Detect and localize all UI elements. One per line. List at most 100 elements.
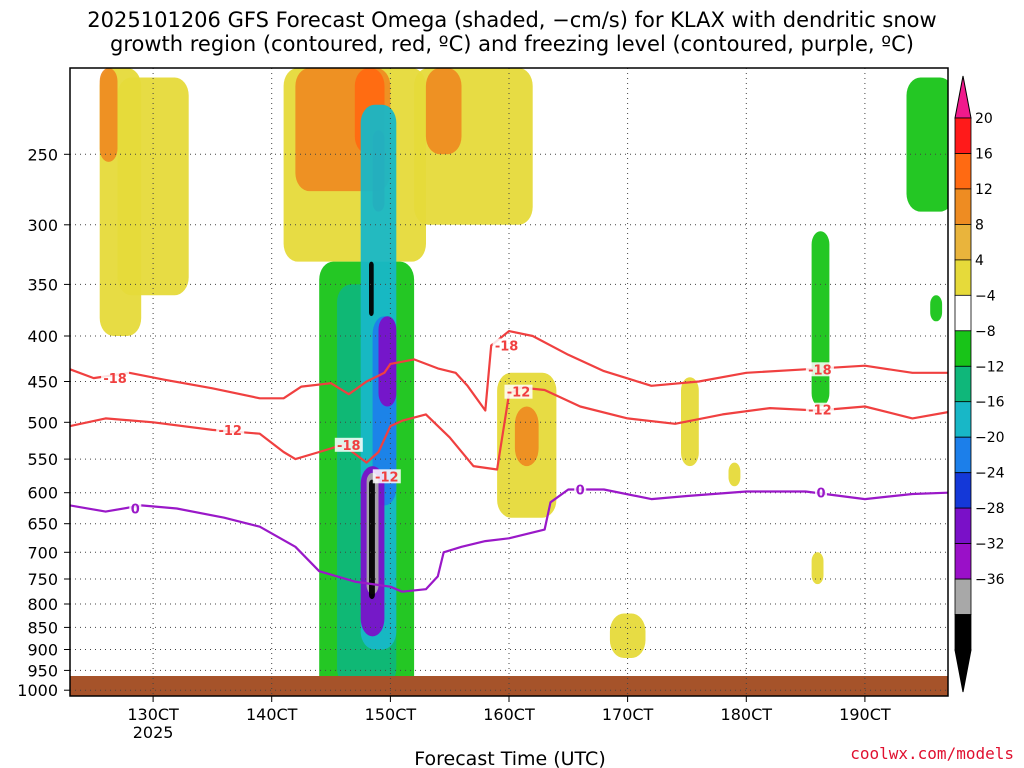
colorbar-swatch	[954, 223, 972, 261]
shaded-area-17	[369, 479, 375, 600]
y-tick-label: 1000	[17, 681, 58, 700]
colorbar-swatch	[954, 153, 972, 190]
contour-label-bg	[101, 371, 130, 386]
contour-label-4: -18	[495, 340, 519, 355]
y-tick-label: 850	[27, 618, 58, 637]
colorbar-label: −24	[975, 466, 1005, 482]
shaded-area-2	[117, 77, 189, 296]
x-tick-label: 150CT	[365, 705, 417, 724]
contour-label-5: -12	[507, 386, 531, 401]
colorbar-label: −16	[975, 395, 1005, 411]
colorbar-swatch	[954, 507, 972, 545]
y-tick-label: 500	[27, 413, 58, 432]
shaded-area-13	[378, 316, 397, 407]
y-tick-label: 650	[27, 515, 58, 534]
colorbar: 20 16 12 8 4 −4 −8 −12 −16 −20 −24 −28 −32 −36	[954, 75, 1005, 693]
colorbar-swatch	[954, 436, 972, 474]
shaded-area-22	[811, 231, 830, 407]
y-tick-label: 450	[27, 373, 58, 392]
y-tick-label: 750	[27, 570, 58, 589]
contour-label-bg	[372, 469, 401, 484]
terrain-strip	[70, 676, 948, 696]
colorbar-label: 8	[975, 217, 984, 233]
colorbar-top-arrow	[954, 75, 972, 119]
x-tick-label: 190CT	[839, 705, 891, 724]
colorbar-swatch	[954, 330, 972, 367]
shaded-area-24	[930, 295, 943, 322]
y-tick-label: 900	[27, 641, 58, 660]
x-tick-label: 160CT	[483, 705, 535, 724]
contour-label-bg	[805, 362, 834, 377]
contour-label-6: -18	[808, 363, 832, 378]
contour-line-0-2	[70, 488, 948, 593]
x-axis: 130CT 140CT 150CT 160CT 170CT 180CT 190CT 2025	[127, 696, 891, 742]
colorbar-swatch	[954, 294, 972, 332]
y-tick-label: 800	[27, 595, 58, 614]
contour-label-0: -18	[103, 372, 127, 387]
x-tick-label: 130CT	[127, 705, 179, 724]
colorbar-swatch	[954, 117, 972, 154]
contour-label-bg	[815, 485, 827, 500]
shaded-area-8	[425, 68, 462, 155]
x-axis-label: Forecast Time (UTC)	[414, 748, 605, 768]
shaded-area-1	[99, 68, 118, 162]
y-tick-label: 300	[27, 216, 58, 235]
y-tick-label: 950	[27, 661, 58, 680]
contour-label-bg	[805, 402, 834, 417]
colorbar-swatch	[954, 472, 972, 509]
colorbar-swatch	[954, 401, 972, 438]
x-tick-sublabel: 2025	[133, 723, 174, 742]
chart-title-line-2: growth region (contoured, red, ºC) and f…	[110, 32, 914, 56]
shaded-area-21	[609, 613, 646, 658]
y-tick-label: 400	[27, 327, 58, 346]
colorbar-swatch	[954, 543, 972, 580]
contour-label-10: 0	[816, 487, 825, 502]
x-tick-label: 140CT	[246, 705, 298, 724]
contour-label-1: -12	[218, 424, 242, 439]
credit-watermark: coolwx.com/models	[850, 744, 1014, 763]
x-tick-label: 170CT	[602, 705, 654, 724]
y-tick-label: 250	[27, 145, 58, 164]
chart-title-line-1: 2025101206 GFS Forecast Omega (shaded, −…	[87, 8, 937, 32]
contour-label-2: -18	[337, 439, 361, 454]
contour-line-m18-0	[70, 330, 948, 412]
colorbar-swatch	[954, 578, 972, 615]
y-tick-label: 600	[27, 484, 58, 503]
shaded-area-25	[811, 552, 824, 585]
colorbar-label: −4	[975, 288, 996, 304]
contour-line-m12-1	[70, 386, 948, 471]
colorbar-label: 16	[975, 147, 993, 163]
contour-labels: -18 -12 -18 -12 -18 -12 -18 -12 0 0 0	[101, 338, 834, 518]
colorbar-label: −12	[975, 359, 1005, 375]
colorbar-label: −28	[975, 501, 1005, 517]
contour-label-bg	[492, 338, 521, 353]
x-tick-label: 180CT	[721, 705, 773, 724]
contour-label-8: 0	[131, 503, 140, 518]
colorbar-swatch	[954, 365, 972, 403]
colorbar-label: 20	[975, 111, 993, 127]
colorbar-swatch	[954, 614, 972, 651]
contour-label-bg	[334, 437, 363, 452]
colorbar-label: −36	[975, 572, 1005, 588]
contour-label-7: -12	[808, 404, 832, 419]
shaded-area-19	[514, 406, 539, 467]
contour-label-bg	[574, 482, 587, 497]
y-axis: 250 300 350 400 450 500 550 600 650 700 750 800 850 9…	[17, 145, 70, 700]
y-tick-label: 550	[27, 450, 58, 469]
colorbar-label: 4	[975, 253, 984, 269]
shaded-area-26	[728, 462, 741, 487]
y-tick-label: 350	[27, 275, 58, 294]
contour-label-3: -12	[375, 470, 399, 485]
contour-label-bg	[216, 422, 245, 437]
colorbar-label: 12	[975, 182, 993, 198]
colorbar-swatch	[954, 188, 972, 225]
colorbar-label: −8	[975, 324, 996, 340]
colorbar-swatch	[954, 259, 972, 296]
contour-label-bg	[504, 384, 533, 399]
y-tick-label: 700	[27, 543, 58, 562]
shaded-area-23	[906, 77, 948, 212]
shaded-area-16	[369, 261, 374, 317]
colorbar-label: −20	[975, 430, 1005, 446]
contour-label-bg	[129, 501, 142, 516]
